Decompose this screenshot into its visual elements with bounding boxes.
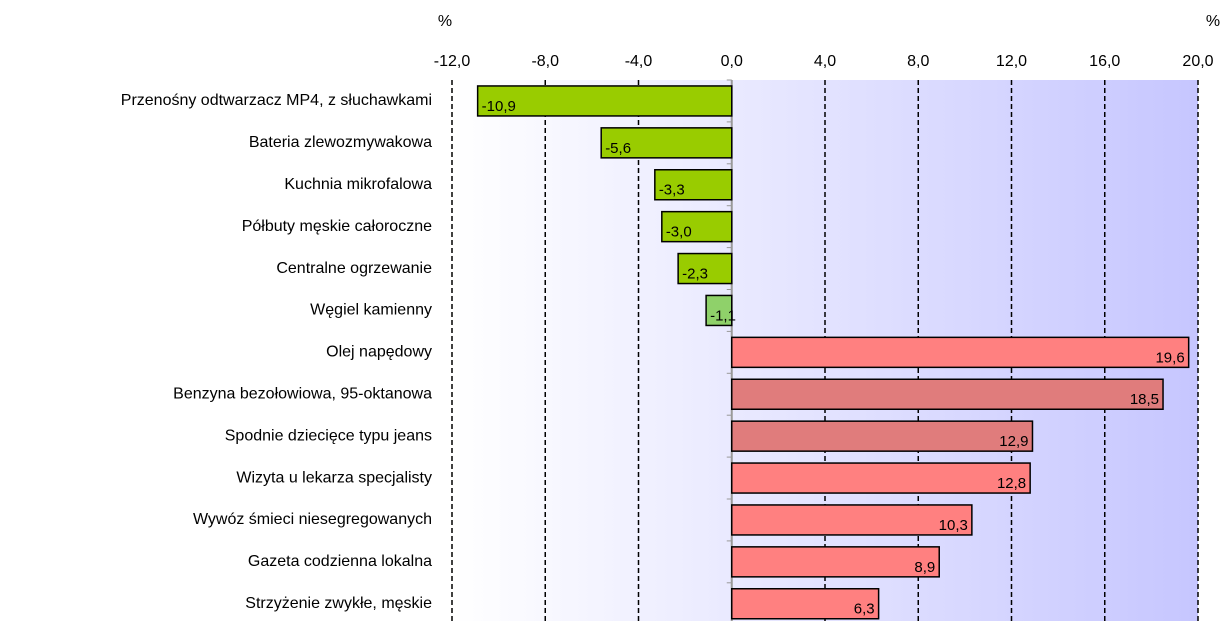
- category-label: Centralne ogrzewanie: [276, 260, 432, 277]
- x-tick-label: -4,0: [625, 53, 653, 70]
- category-label: Bateria zlewozmywakowa: [249, 134, 432, 151]
- value-label: -1,1: [710, 307, 736, 324]
- category-label: Węgiel kamienny: [310, 302, 432, 319]
- bar: [677, 252, 733, 285]
- bar: [705, 294, 733, 327]
- value-label: -3,3: [659, 182, 685, 199]
- bar: [731, 462, 1031, 494]
- value-label: 12,9: [999, 433, 1028, 450]
- category-label: Gazeta codzienna lokalna: [248, 553, 432, 570]
- value-label: 10,3: [939, 517, 968, 534]
- category-label: Spodnie dziecięce typu jeans: [225, 427, 432, 444]
- x-tick-label: 0,0: [721, 53, 743, 70]
- bar: [661, 210, 733, 243]
- value-label: 12,8: [997, 475, 1026, 492]
- category-label: Wywóz śmieci niesegregowanych: [193, 511, 432, 528]
- category-label: Kuchnia mikrofalowa: [284, 176, 432, 193]
- value-label: 6,3: [854, 601, 875, 618]
- bar: [731, 546, 940, 578]
- bar: [476, 85, 733, 117]
- value-label: -3,0: [666, 224, 692, 241]
- value-label: -2,3: [682, 266, 708, 283]
- x-tick-label: 4,0: [814, 53, 836, 70]
- category-label: Strzyżenie zwykłe, męskie: [245, 595, 432, 612]
- bar: [731, 504, 973, 536]
- bar: [731, 336, 1190, 369]
- value-label: -5,6: [605, 140, 631, 157]
- category-label: Przenośny odtwarzacz MP4, z słuchawkami: [121, 92, 432, 109]
- category-label: Półbuty męskie całoroczne: [242, 218, 432, 235]
- axis-unit-right: %: [1206, 13, 1220, 30]
- value-label: 8,9: [914, 559, 935, 576]
- category-label: Benzyna bezołowiowa, 95-oktanowa: [173, 385, 432, 402]
- x-tick-label: 20,0: [1182, 53, 1213, 70]
- bar: [654, 169, 733, 201]
- value-label: 18,5: [1130, 391, 1159, 408]
- x-tick-label: 8,0: [907, 53, 929, 70]
- category-label: Wizyta u lekarza specjalisty: [236, 469, 432, 486]
- bar: [600, 127, 733, 159]
- bar: [731, 588, 880, 620]
- x-tick-label: -8,0: [531, 53, 559, 70]
- bar: [731, 420, 1034, 452]
- category-label: Olej napędowy: [326, 344, 432, 361]
- x-tick-label: 16,0: [1089, 53, 1120, 70]
- axis-unit-left: %: [438, 13, 452, 30]
- bar: [731, 378, 1164, 410]
- x-tick-label: -12,0: [434, 53, 471, 70]
- value-label: -10,9: [482, 98, 516, 115]
- x-tick-label: 12,0: [996, 53, 1027, 70]
- value-label: 19,6: [1155, 349, 1184, 366]
